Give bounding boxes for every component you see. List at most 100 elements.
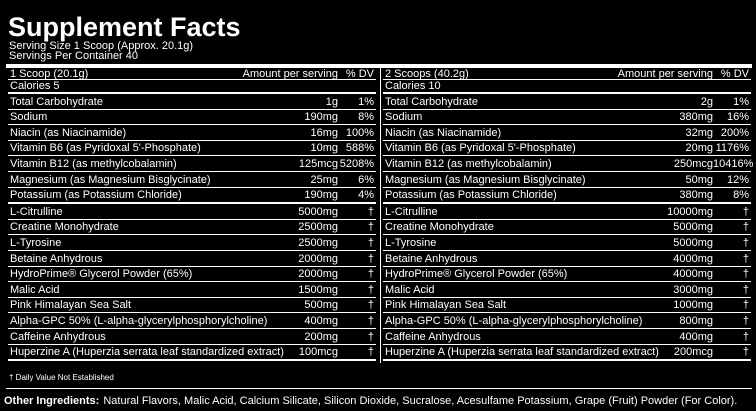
row-name: Niacin (as Niacinamide) [385, 126, 502, 139]
calories: Calories 5 [10, 80, 60, 92]
row-amount: 4000mg [673, 268, 713, 281]
row-name: Total Carbohydrate [10, 95, 103, 108]
row-name: Caffeine Anhydrous [385, 330, 481, 343]
dv-header: % DV [720, 68, 749, 80]
row-amount: 190mg [304, 111, 338, 124]
row-dv: † [367, 299, 374, 312]
row-name: Sodium [10, 111, 48, 124]
row-dv: † [367, 236, 374, 249]
rule [8, 234, 376, 236]
row-amount: 1g [325, 95, 338, 108]
rule [8, 312, 376, 314]
row-dv: † [367, 283, 374, 296]
row-amount: 380mg [679, 189, 713, 202]
rule [383, 296, 751, 298]
row-name: Malic Acid [385, 283, 435, 296]
rule [8, 281, 376, 283]
row-name: Niacin (as Niacinamide) [10, 126, 127, 139]
rule [383, 328, 751, 329]
footnote: † Daily Value Not Established [9, 373, 114, 382]
row-dv: † [367, 252, 374, 265]
row-name: Alpha-GPC 50% (L-alpha-glycerylphosphory… [385, 314, 643, 327]
row-amount: 20mg [685, 142, 713, 155]
row-name: Potassium (as Potassium Chloride) [10, 189, 182, 202]
row-amount: 2000mg [298, 268, 338, 281]
row-name: L-Tyrosine [385, 236, 437, 249]
rule [383, 265, 751, 267]
row-dv: 4% [358, 189, 374, 202]
amount-header: Amount per serving [242, 68, 338, 80]
row-name: Potassium (as Potassium Chloride) [385, 189, 557, 202]
rule [8, 296, 376, 298]
row-amount: 250mcg [673, 157, 713, 170]
row-name: Total Carbohydrate [385, 95, 478, 108]
row-name: Betaine Anhydrous [10, 252, 103, 265]
title: Supplement Facts [8, 12, 241, 42]
serving-header: 2 Scoops (40.2g) [385, 68, 469, 80]
row-name: Vitamin B6 (as Pyridoxal 5'-Phosphate) [385, 142, 576, 155]
row-dv: † [742, 330, 749, 343]
row-name: Vitamin B12 (as methylcobalamin) [385, 157, 552, 170]
row-dv: † [742, 236, 749, 249]
row-amount: 5000mg [673, 236, 713, 249]
row-dv: † [742, 268, 749, 281]
row-amount: 10000mg [667, 205, 713, 218]
row-amount: 5000mg [298, 205, 338, 218]
row-dv: 200% [720, 126, 749, 139]
row-amount: 3000mg [673, 283, 713, 296]
servings-per-container: Servings Per Container 40 [9, 50, 139, 62]
row-amount: 5000mg [673, 221, 713, 234]
row-dv: † [367, 221, 374, 234]
row-dv: † [742, 346, 749, 359]
row-name: L-Citrulline [385, 205, 438, 218]
rule [383, 108, 751, 110]
calories: Calories 10 [385, 80, 441, 92]
row-name: Pink Himalayan Sea Salt [385, 299, 507, 312]
row-amount: 2g [700, 95, 713, 108]
thick-rule [8, 359, 376, 362]
row-dv: † [367, 268, 374, 281]
serving-header: 1 Scoop (20.1g) [10, 68, 89, 80]
serving-size: Serving Size 1 Scoop (Approx. 20.1g) [9, 40, 194, 52]
row-dv: 1% [733, 95, 749, 108]
rule [8, 328, 376, 329]
row-amount: 125mcg [298, 157, 338, 170]
row-amount: 190mg [304, 189, 338, 202]
rule [8, 343, 376, 345]
thick-rule [383, 92, 751, 94]
row-amount: 10mg [310, 142, 338, 155]
row-amount: 100mcg [298, 346, 338, 359]
row-name: Magnesium (as Magnesium Bisglycinate) [385, 173, 586, 186]
rule [383, 155, 751, 157]
row-amount: 1500mg [298, 283, 338, 296]
row-dv: 588% [345, 142, 374, 155]
row-name: Vitamin B6 (as Pyridoxal 5'-Phosphate) [10, 142, 201, 155]
rule [383, 281, 751, 283]
row-dv: 1176% [715, 142, 749, 155]
row-name: Vitamin B12 (as methylcobalamin) [10, 157, 177, 170]
row-name: Malic Acid [10, 283, 60, 296]
row-dv: † [742, 252, 749, 265]
row-amount: 200mg [304, 330, 338, 343]
row-name: Betaine Anhydrous [385, 252, 478, 265]
rule [383, 218, 751, 220]
rule [383, 186, 751, 188]
thick-rule [8, 92, 376, 94]
row-name: Sodium [385, 111, 423, 124]
row-dv: † [742, 221, 749, 234]
row-amount: 380mg [679, 111, 713, 124]
row-name: L-Citrulline [10, 205, 63, 218]
row-amount: 32mg [685, 126, 713, 139]
rule [383, 79, 751, 80]
rule [8, 139, 376, 141]
row-name: HydroPrime® Glycerol Powder (65%) [10, 268, 193, 281]
row-dv: † [742, 283, 749, 296]
column-divider [380, 64, 381, 363]
row-name: Magnesium (as Magnesium Bisglycinate) [10, 173, 211, 186]
row-dv: 5208% [339, 157, 374, 170]
thick-rule [6, 64, 752, 68]
row-dv: 8% [733, 189, 749, 202]
rule [383, 139, 751, 141]
dv-header: % DV [345, 68, 374, 80]
row-name: Creatine Monohydrate [385, 221, 494, 234]
